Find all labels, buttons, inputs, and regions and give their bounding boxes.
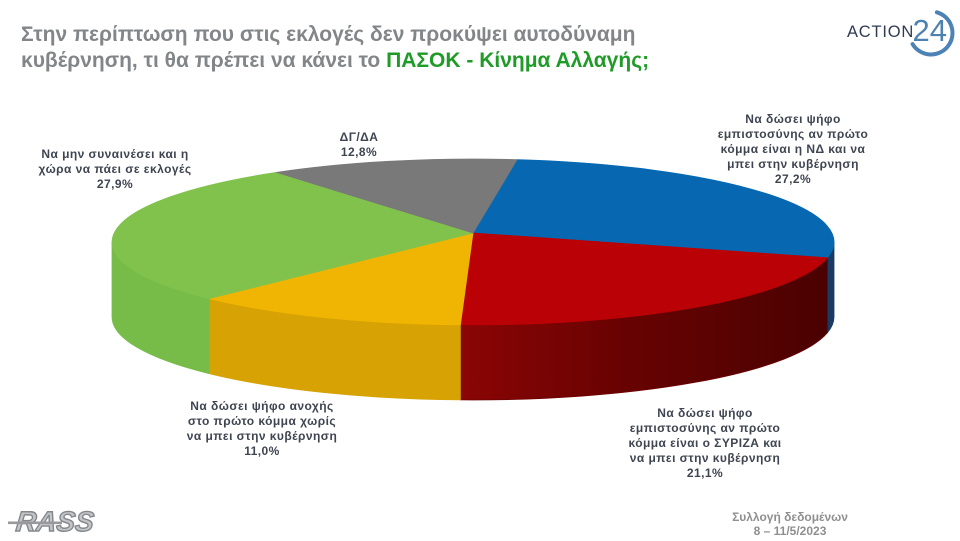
svg-text:RASS: RASS [15, 506, 96, 536]
svg-text:24: 24 [913, 13, 947, 48]
svg-text:ACTION: ACTION [847, 23, 914, 41]
